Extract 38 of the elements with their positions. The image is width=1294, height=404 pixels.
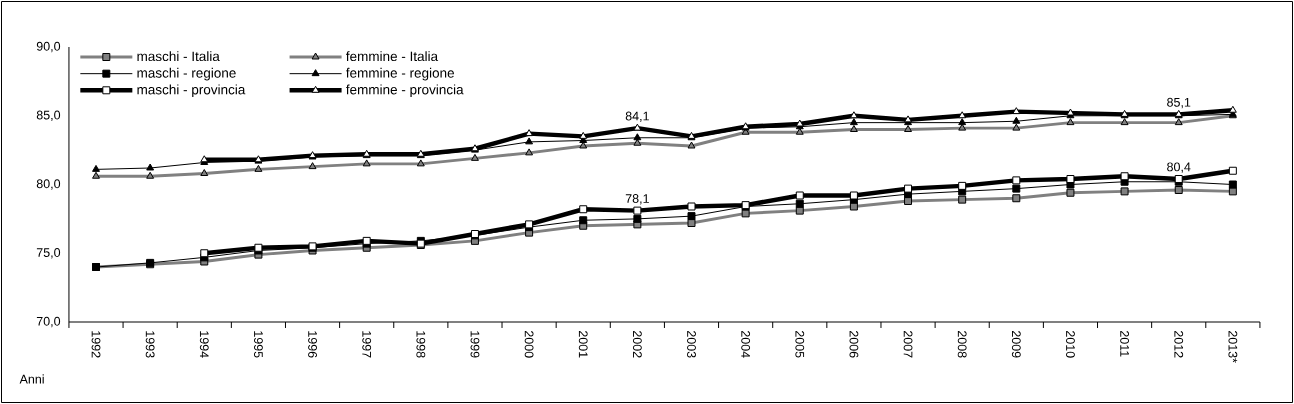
legend-label: femmine - regione [346, 67, 454, 81]
x-tick-label: 1994 [199, 331, 209, 358]
legend-label: maschi - provincia [137, 84, 246, 98]
x-tick-label: 1993 [145, 331, 155, 358]
x-tick-label: 2010 [1066, 330, 1075, 358]
data-label: 78,1 [625, 194, 649, 205]
x-tick-label: 1995 [253, 331, 263, 358]
y-tick-label: 90,0 [36, 41, 61, 53]
legend-label: maschi - regione [137, 67, 236, 81]
data-label: 80,4 [1167, 162, 1191, 173]
legend-label: femmine - Italia [346, 51, 439, 62]
y-tick-label: 70,0 [36, 316, 61, 328]
x-tick-label: 2009 [1011, 330, 1021, 358]
x-tick-label: 2008 [957, 330, 967, 358]
data-label: 85,1 [1167, 97, 1191, 109]
y-tick-label: 75,0 [36, 248, 61, 259]
x-axis-title: Anni [19, 374, 44, 384]
data-label: 84,1 [625, 111, 649, 122]
x-tick-label: 2007 [903, 330, 913, 358]
x-tick-label: 1992 [91, 331, 101, 358]
x-tick-label: 2004 [741, 330, 751, 358]
x-tick-label: 2013* [1228, 330, 1238, 363]
x-tick-label: 1998 [416, 331, 426, 358]
x-tick-label: 2003 [687, 330, 696, 358]
x-tick-label: 2002 [632, 330, 642, 358]
y-tick-label: 85,0 [36, 110, 61, 121]
x-tick-label: 1997 [362, 331, 372, 358]
legend-label: femmine - provincia [346, 84, 464, 98]
x-tick-label: 2006 [849, 330, 859, 358]
x-tick-label: 2011 [1120, 330, 1130, 357]
x-tick-label: 2000 [524, 330, 534, 358]
x-tick-label: 2012 [1174, 330, 1184, 358]
y-tick-label: 80,0 [36, 179, 61, 190]
legend-label: maschi - Italia [137, 51, 220, 62]
x-tick-label: 2005 [795, 330, 805, 358]
x-tick-label: 1996 [308, 331, 317, 358]
x-tick-label: 2001 [578, 330, 588, 358]
x-tick-label: 1999 [470, 331, 480, 358]
